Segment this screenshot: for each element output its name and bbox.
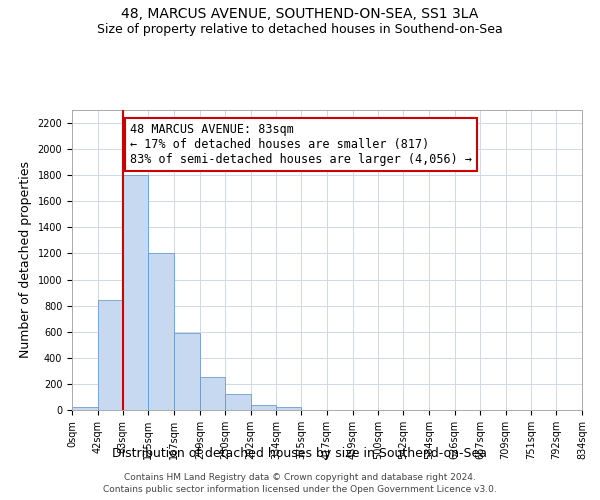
Bar — [72, 408, 98, 410]
Bar — [200, 376, 225, 410]
Text: Size of property relative to detached houses in Southend-on-Sea: Size of property relative to detached ho… — [97, 22, 503, 36]
Bar — [225, 394, 251, 410]
Text: Distribution of detached houses by size in Southend-on-Sea: Distribution of detached houses by size … — [113, 448, 487, 460]
Text: 48 MARCUS AVENUE: 83sqm
← 17% of detached houses are smaller (817)
83% of semi-d: 48 MARCUS AVENUE: 83sqm ← 17% of detache… — [130, 123, 472, 166]
Bar — [251, 405, 276, 410]
Bar — [123, 175, 148, 410]
Bar — [148, 254, 174, 410]
Y-axis label: Number of detached properties: Number of detached properties — [19, 162, 32, 358]
Bar — [98, 300, 123, 410]
Bar — [174, 333, 200, 410]
Text: 48, MARCUS AVENUE, SOUTHEND-ON-SEA, SS1 3LA: 48, MARCUS AVENUE, SOUTHEND-ON-SEA, SS1 … — [121, 8, 479, 22]
Text: Contains HM Land Registry data © Crown copyright and database right 2024.: Contains HM Land Registry data © Crown c… — [124, 472, 476, 482]
Text: Contains public sector information licensed under the Open Government Licence v3: Contains public sector information licen… — [103, 485, 497, 494]
Bar — [276, 408, 301, 410]
